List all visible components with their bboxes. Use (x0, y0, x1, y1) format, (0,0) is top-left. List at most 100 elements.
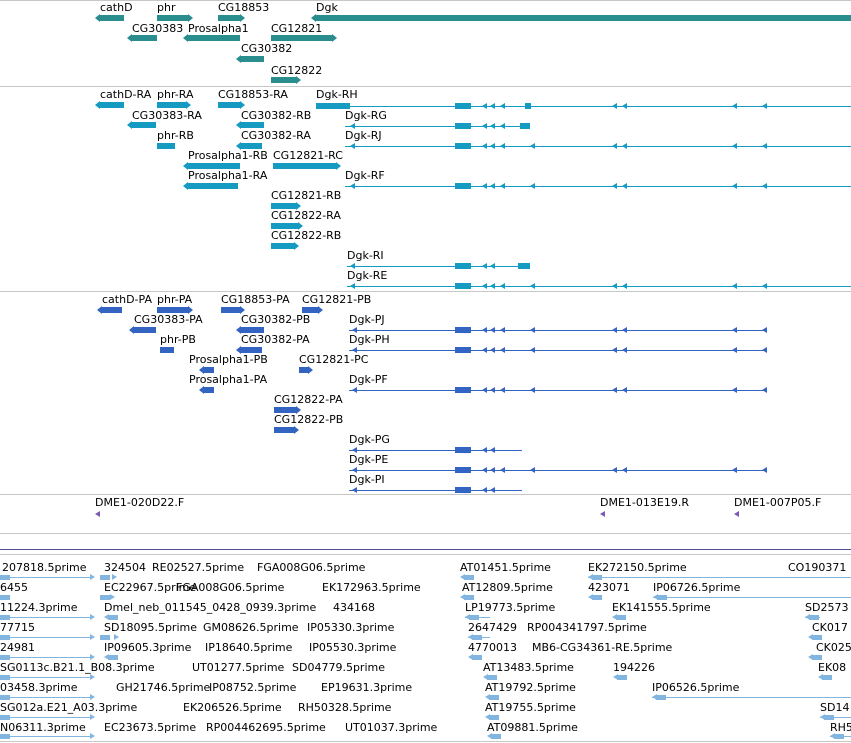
est-feature[interactable] (592, 595, 602, 600)
protein-label[interactable]: Dgk-PE (349, 453, 389, 466)
est-feature[interactable] (464, 575, 474, 580)
transcript-label[interactable]: CG12822-RB (271, 229, 342, 242)
est-feature[interactable] (487, 675, 497, 680)
est-label[interactable]: IP05530.3prime (309, 641, 397, 654)
gene-label-CG12822[interactable]: CG12822 (271, 64, 323, 77)
est-feature[interactable] (0, 635, 10, 640)
gene-label-cathD[interactable]: cathD (100, 1, 133, 14)
est-label[interactable]: EC23673.5prime (104, 721, 197, 734)
gene-feature[interactable] (100, 15, 124, 21)
est-label[interactable]: LP19773.5prime (465, 601, 556, 614)
est-label[interactable]: AT13483.5prime (483, 661, 574, 674)
gene-label-phr[interactable]: phr (157, 1, 176, 14)
transcript-feature[interactable] (271, 203, 296, 209)
clone-label[interactable]: DME1-020D22.F (95, 496, 185, 509)
transcript-label[interactable]: CG30382-RA (241, 129, 311, 142)
protein-feature[interactable] (302, 307, 318, 313)
transcript-feature[interactable] (271, 223, 298, 229)
protein-label[interactable]: CG30382-PA (241, 333, 310, 346)
est-label[interactable]: CK017 (812, 621, 848, 634)
protein-feature[interactable] (221, 307, 240, 313)
transcript-label[interactable]: phr-RB (157, 129, 194, 142)
protein-label[interactable]: CG30382-PB (241, 313, 311, 326)
est-label[interactable]: SD14 (820, 701, 850, 714)
est-label[interactable]: RH5 (830, 721, 851, 734)
protein-feature[interactable] (160, 347, 174, 353)
gene-label-CG30383[interactable]: CG30383 (132, 22, 184, 35)
transcript-feature[interactable] (100, 102, 124, 108)
est-label[interactable]: UT01037.3prime (345, 721, 438, 734)
transcript-label[interactable]: CG30383-RA (132, 109, 202, 122)
est-feature[interactable] (489, 695, 499, 700)
protein-label[interactable]: CG12821-PB (302, 293, 372, 306)
transcript-label[interactable]: CG12822-RA (271, 209, 341, 222)
transcript-feature[interactable] (188, 183, 238, 189)
est-label[interactable]: SD18095.5prime (104, 621, 197, 634)
est-label[interactable]: EK08 (818, 661, 847, 674)
protein-label[interactable]: CG30383-PA (134, 313, 203, 326)
protein-label[interactable]: CG12821-PC (299, 353, 369, 366)
clone-label[interactable]: DME1-013E19.R (600, 496, 689, 509)
protein-feature[interactable] (204, 367, 214, 373)
transcript-label[interactable]: Prosalpha1-RA (188, 169, 268, 182)
transcript-feature[interactable] (241, 143, 262, 149)
est-feature[interactable] (489, 715, 499, 720)
protein-label[interactable]: Prosalpha1-PB (189, 353, 268, 366)
est-feature[interactable] (812, 655, 822, 660)
est-label[interactable]: EK141555.5prime (612, 601, 711, 614)
protein-feature[interactable] (204, 387, 214, 393)
est-feature[interactable] (0, 695, 10, 700)
est-label[interactable]: SG0113c.B21.1_B08.3prime (0, 661, 155, 674)
est-label[interactable]: 423071 (588, 581, 630, 594)
est-feature[interactable] (0, 595, 10, 600)
est-label[interactable]: 324504 (104, 561, 146, 574)
transcript-feature[interactable] (157, 102, 186, 108)
est-label[interactable]: 6455 (0, 581, 28, 594)
protein-label[interactable]: Dgk-PG (349, 433, 390, 446)
est-feature[interactable] (100, 595, 110, 600)
protein-feature[interactable] (274, 427, 294, 433)
protein-label[interactable]: Dgk-PI (349, 473, 385, 486)
transcript-feature[interactable] (157, 143, 175, 149)
protein-feature[interactable] (299, 367, 308, 373)
est-label[interactable]: AT19792.5prime (485, 681, 576, 694)
est-feature[interactable] (656, 695, 666, 700)
est-label[interactable]: SD04779.5prime (292, 661, 385, 674)
protein-label[interactable]: CG12822-PA (274, 393, 343, 406)
transcript-feature[interactable] (241, 122, 264, 128)
protein-feature[interactable] (241, 327, 264, 333)
est-feature[interactable] (657, 595, 667, 600)
transcript-label[interactable]: CG12821-RC (273, 149, 343, 162)
est-feature[interactable] (100, 635, 110, 640)
gene-label-CG30382[interactable]: CG30382 (241, 42, 293, 55)
protein-feature[interactable] (102, 307, 122, 313)
transcript-label[interactable]: cathD-RA (100, 88, 152, 101)
protein-label[interactable]: Dgk-PF (349, 373, 388, 386)
est-feature[interactable] (0, 734, 10, 739)
est-label[interactable]: UT01277.5prime (192, 661, 285, 674)
est-feature[interactable] (108, 615, 118, 620)
gene-feature-dgk[interactable] (316, 15, 851, 21)
protein-label[interactable]: CG12822-PB (274, 413, 344, 426)
protein-label[interactable]: Prosalpha1-PA (189, 373, 268, 386)
est-label[interactable]: IP05330.3prime (307, 621, 395, 634)
est-label[interactable]: GM08626.5prime (203, 621, 299, 634)
est-label[interactable]: IP06726.5prime (653, 581, 741, 594)
est-label[interactable]: 11224.3prime (0, 601, 78, 614)
est-feature[interactable] (100, 575, 110, 580)
protein-label[interactable]: phr-PB (160, 333, 196, 346)
est-feature[interactable] (0, 655, 10, 660)
gene-feature[interactable] (188, 35, 240, 41)
est-feature[interactable] (822, 675, 832, 680)
gene-feature[interactable] (132, 35, 157, 41)
est-label[interactable]: SD2573 (805, 601, 849, 614)
est-label[interactable]: CK025 (816, 641, 851, 654)
gene-feature[interactable] (271, 35, 332, 41)
transcript-label[interactable]: Dgk-RF (345, 169, 385, 182)
clone-label[interactable]: DME1-007P05.F (734, 496, 822, 509)
est-label[interactable]: 434168 (333, 601, 375, 614)
gene-feature[interactable] (218, 15, 240, 21)
gene-label-Prosalpha1[interactable]: Prosalpha1 (188, 22, 249, 35)
est-feature[interactable] (592, 575, 602, 580)
est-feature[interactable] (469, 615, 479, 620)
